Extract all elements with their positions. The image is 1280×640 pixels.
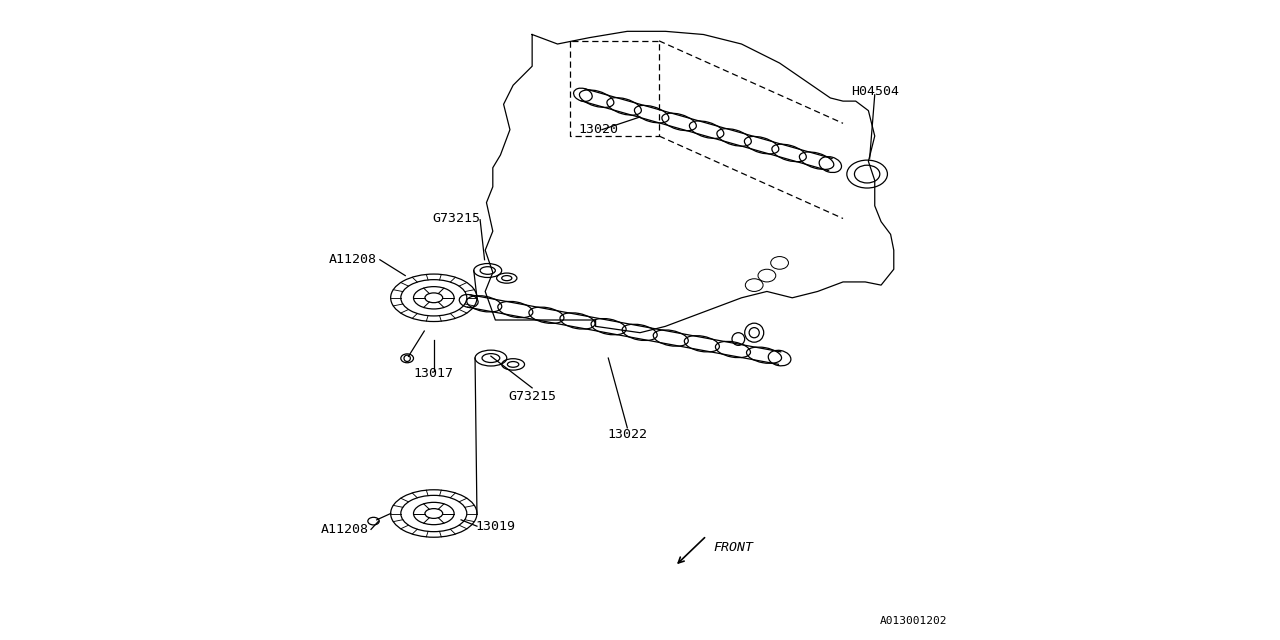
- Text: A11208: A11208: [321, 523, 369, 536]
- Text: 13017: 13017: [413, 367, 454, 380]
- Text: 13022: 13022: [607, 428, 648, 441]
- Text: G73215: G73215: [433, 212, 480, 225]
- Text: H04504: H04504: [851, 85, 899, 98]
- Text: FRONT: FRONT: [713, 541, 753, 554]
- Text: 13019: 13019: [475, 520, 515, 532]
- Text: A11208: A11208: [329, 253, 376, 266]
- Text: A013001202: A013001202: [881, 616, 947, 626]
- Text: G73215: G73215: [508, 390, 556, 403]
- Text: 13020: 13020: [579, 123, 618, 136]
